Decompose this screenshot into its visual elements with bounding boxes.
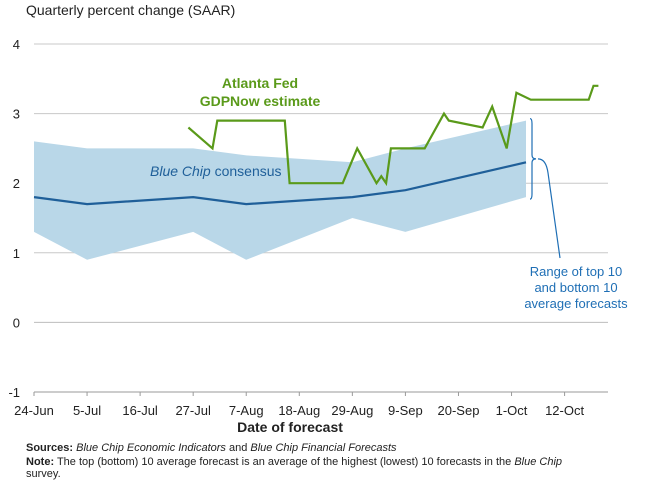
y-tick-label: 0 [13, 315, 20, 330]
bluechip-label: Blue Chip consensus [150, 163, 282, 179]
note-text1: The top (bottom) 10 average forecast is … [54, 456, 515, 468]
chart: -1 0 1 2 3 4 24-Jun 5-Jul 16-Jul 27-Jul 7-Aug 18-A… [8, 37, 628, 435]
x-axis-title: Date of forecast [237, 419, 343, 435]
x-tick-label: 12-Oct [545, 403, 584, 418]
y-tick-label: -1 [8, 385, 20, 400]
note-italic: Blue Chip [514, 456, 563, 468]
range-leader-line [537, 158, 561, 259]
range-label-line1: Range of top 10 [530, 264, 623, 279]
bluechip-label-italic: Blue Chip [150, 163, 211, 179]
x-tick-label: 7-Aug [229, 403, 264, 418]
sources-and: and [225, 442, 251, 454]
forecast-range-band [34, 120, 526, 260]
bluechip-label-rest: consensus [211, 163, 282, 179]
x-tick-label: 18-Aug [278, 403, 320, 418]
x-tick-label: 1-Oct [496, 403, 528, 418]
note-label: Note: [26, 456, 55, 468]
x-tick-label: 24-Jun [14, 403, 54, 418]
y-tick-label: 3 [13, 107, 20, 122]
sources-title2: Blue Chip Financial Forecasts [250, 442, 397, 454]
x-tick-label: 5-Jul [73, 403, 101, 418]
bluechip-consensus-line [33, 161, 527, 206]
range-label-line3: average forecasts [524, 296, 628, 311]
sources-footnote: Sources: Blue Chip Economic Indicators a… [26, 442, 397, 454]
gdpnow-label-line1: Atlanta Fed [222, 75, 298, 91]
x-tick-label: 16-Jul [122, 403, 158, 418]
sources-title1: Blue Chip Economic Indicators [76, 442, 226, 454]
gdpnow-label-line2: GDPNow estimate [200, 93, 321, 109]
x-tick-label: 27-Jul [175, 403, 211, 418]
y-tick-label: 4 [13, 37, 20, 52]
range-bracket [529, 117, 537, 200]
note-text2: survey. [26, 468, 61, 480]
y-tick-labels: -1 0 1 2 3 4 [8, 37, 20, 400]
gdpnow-estimate-line [187, 84, 599, 187]
range-label-line2: and bottom 10 [534, 280, 617, 295]
x-tick-labels: 24-Jun 5-Jul 16-Jul 27-Jul 7-Aug 18-Aug 29-Aug… [14, 392, 584, 418]
x-tick-label: 20-Sep [438, 403, 480, 418]
x-tick-label: 9-Sep [388, 403, 423, 418]
y-tick-label: 1 [13, 246, 20, 261]
y-axis-title: Quarterly percent change (SAAR) [26, 2, 236, 18]
note-footnote: Note: The top (bottom) 10 average foreca… [26, 456, 586, 480]
x-tick-label: 29-Aug [331, 403, 373, 418]
sources-label: Sources: [26, 442, 74, 454]
y-tick-label: 2 [13, 176, 20, 191]
